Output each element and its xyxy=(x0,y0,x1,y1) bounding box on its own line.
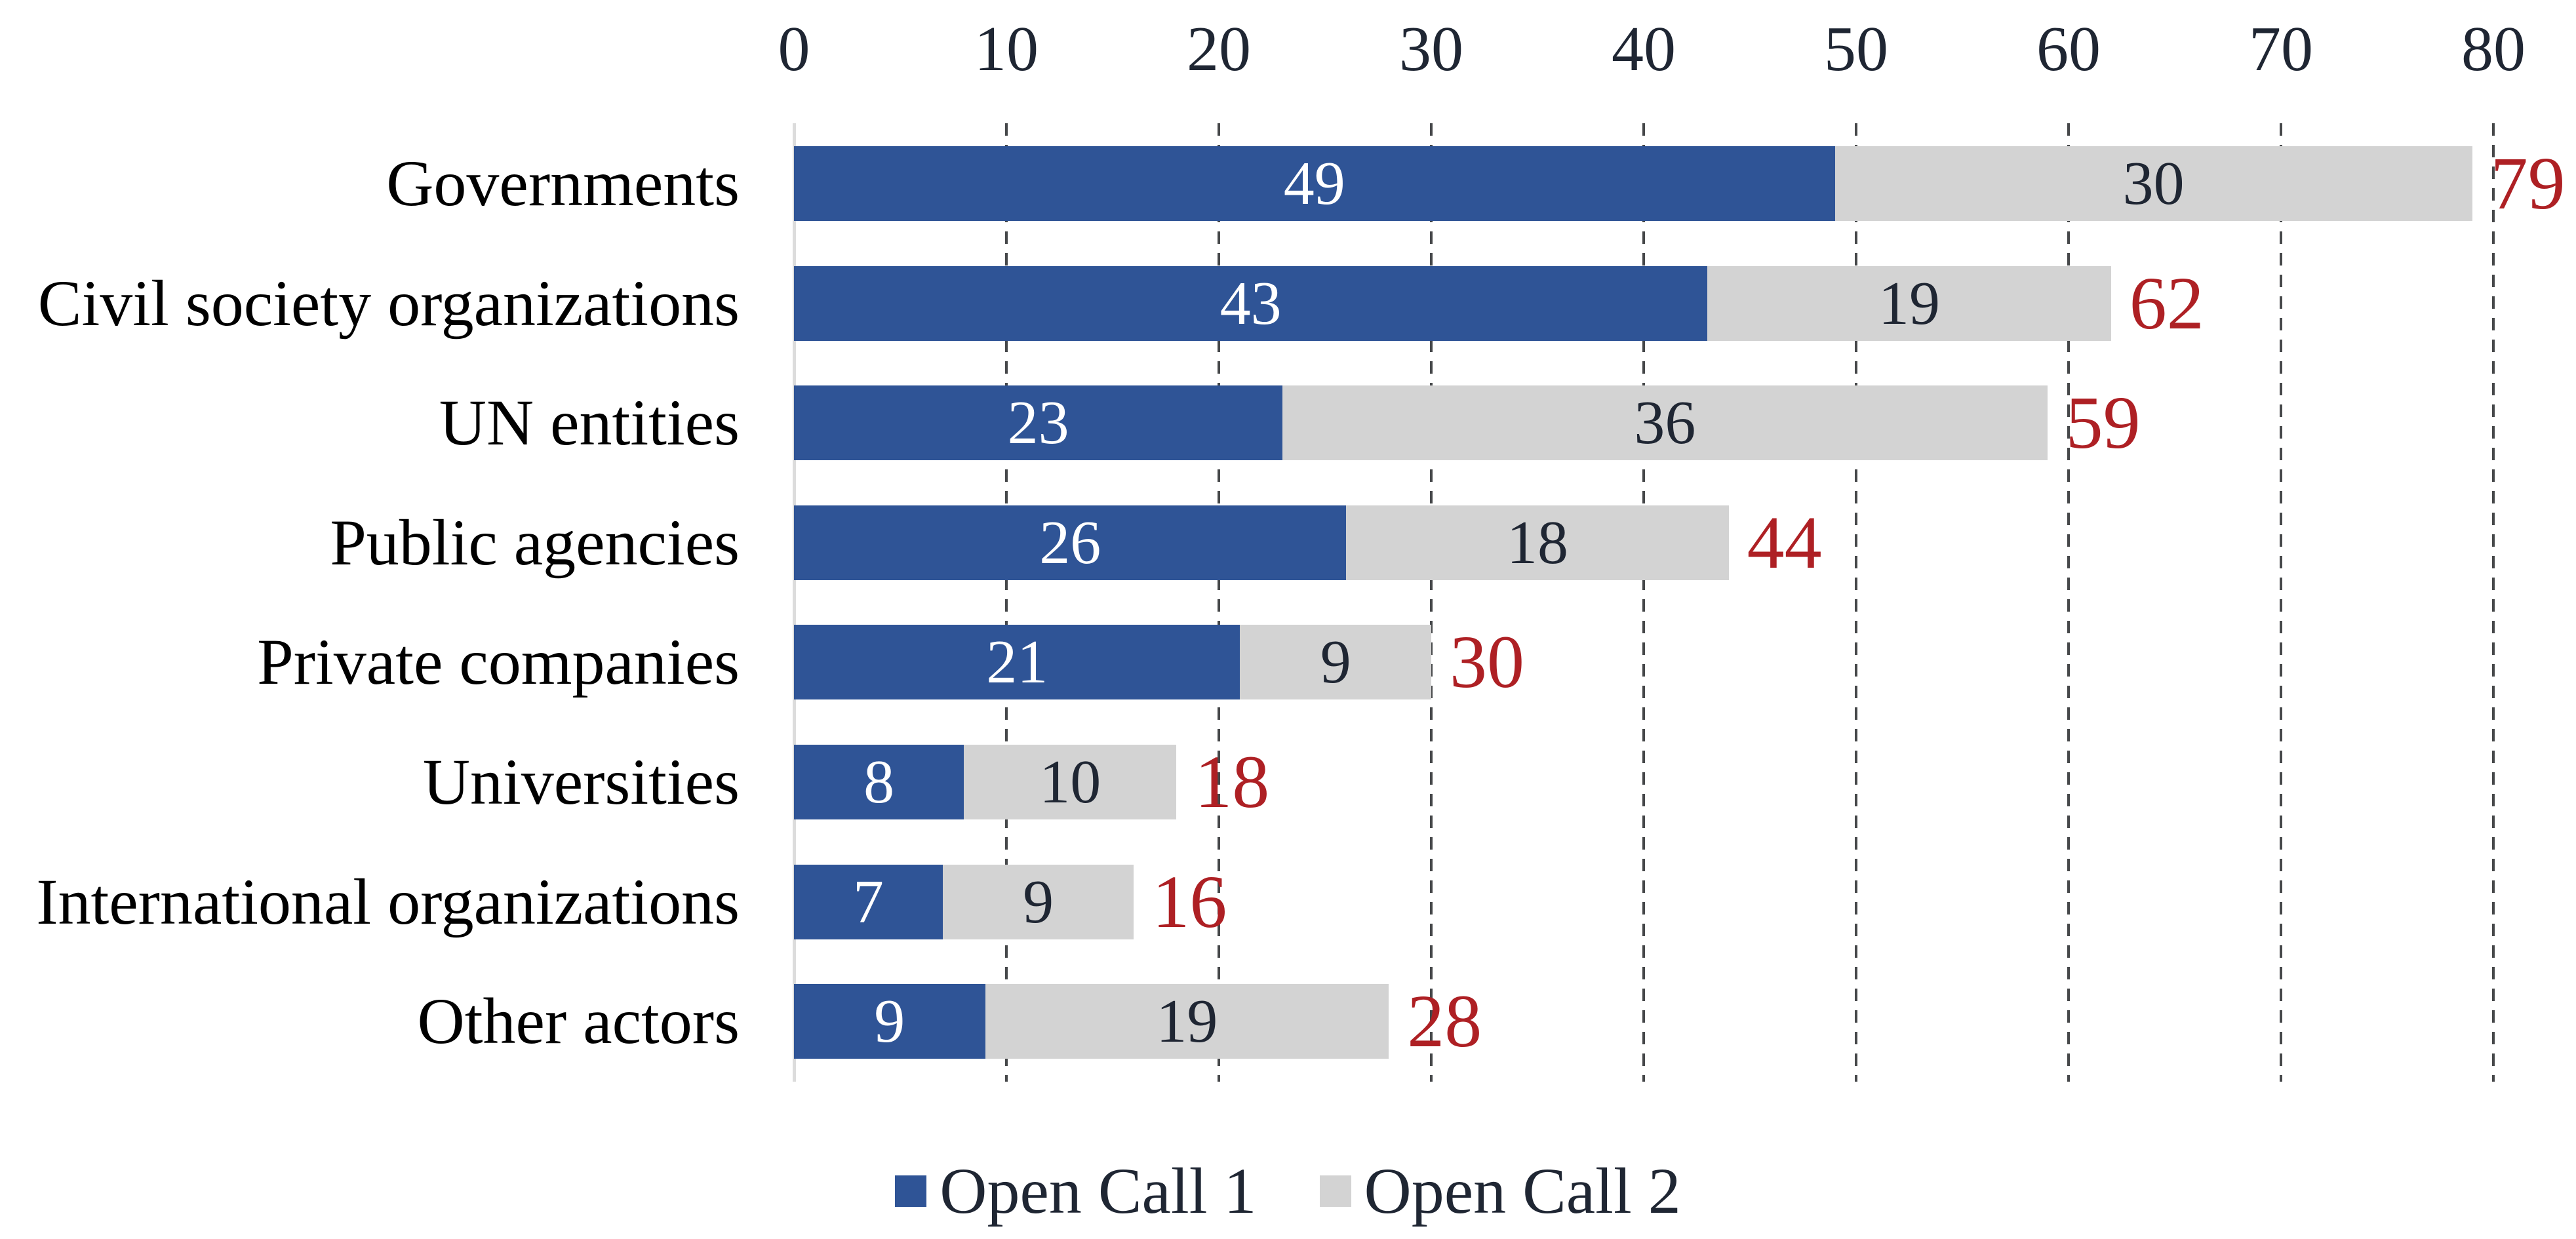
bar-segment-open-call-1: 23 xyxy=(794,385,1283,460)
bar-value-label: 18 xyxy=(1506,509,1568,577)
category-label: Private companies xyxy=(257,625,740,698)
x-axis-tick-label: 60 xyxy=(2036,14,2101,85)
category-label: UN entities xyxy=(439,386,740,459)
bar-segment-open-call-2: 10 xyxy=(964,745,1177,819)
category-label: Public agencies xyxy=(330,506,740,579)
gridline xyxy=(1218,123,1220,1082)
x-axis-tick-label: 0 xyxy=(778,14,810,85)
bar-value-label: 10 xyxy=(1039,748,1101,816)
total-label: 59 xyxy=(2065,381,2141,464)
legend-swatch-icon xyxy=(895,1175,927,1207)
bar-segment-open-call-2: 19 xyxy=(985,984,1389,1059)
total-label: 79 xyxy=(2490,142,2566,225)
total-label: 44 xyxy=(1747,501,1822,584)
bar-value-label: 19 xyxy=(1156,987,1218,1055)
bar-value-label: 8 xyxy=(863,748,895,816)
total-label: 18 xyxy=(1195,740,1270,823)
bar-segment-open-call-1: 7 xyxy=(794,865,943,939)
x-axis-tick-label: 50 xyxy=(1824,14,1888,85)
bar-segment-open-call-1: 49 xyxy=(794,146,1835,221)
bar-value-label: 30 xyxy=(2122,149,2185,218)
y-axis-line xyxy=(793,123,796,1082)
bar-value-label: 9 xyxy=(1023,868,1054,936)
bar-value-label: 49 xyxy=(1283,149,1345,218)
x-axis-tick-label: 10 xyxy=(974,14,1039,85)
bar-segment-open-call-1: 43 xyxy=(794,266,1708,341)
total-label: 30 xyxy=(1450,620,1524,703)
gridline xyxy=(2492,123,2495,1082)
bar-value-label: 9 xyxy=(874,987,905,1055)
category-label: Universities xyxy=(422,745,740,818)
bar-segment-open-call-1: 26 xyxy=(794,505,1347,580)
legend: Open Call 1 Open Call 2 xyxy=(0,1155,2576,1227)
x-axis-tick-label: 80 xyxy=(2461,14,2526,85)
total-label: 16 xyxy=(1152,860,1227,943)
category-label: Civil society organizations xyxy=(37,267,740,340)
bar-segment-open-call-2: 9 xyxy=(1240,625,1431,699)
gridline xyxy=(2067,123,2070,1082)
bar-segment-open-call-2: 36 xyxy=(1282,385,2048,460)
bar-value-label: 36 xyxy=(1634,389,1696,457)
bar-segment-open-call-2: 30 xyxy=(1834,146,2472,221)
bar-segment-open-call-1: 9 xyxy=(794,984,985,1059)
gridline xyxy=(1430,123,1433,1082)
bar-segment-open-call-2: 19 xyxy=(1707,266,2111,341)
legend-swatch-icon xyxy=(1319,1175,1351,1207)
x-axis-tick-label: 30 xyxy=(1399,14,1463,85)
bar-value-label: 26 xyxy=(1039,509,1101,577)
category-label: Other actors xyxy=(417,985,740,1057)
bar-value-label: 9 xyxy=(1320,628,1351,696)
x-axis-tick-label: 20 xyxy=(1187,14,1251,85)
bar-value-label: 21 xyxy=(986,628,1048,696)
bar-value-label: 23 xyxy=(1007,389,1069,457)
bar-value-label: 43 xyxy=(1219,269,1282,338)
gridline xyxy=(1855,123,1857,1082)
bar-value-label: 7 xyxy=(852,868,884,936)
gridline xyxy=(1005,123,1008,1082)
category-label: Governments xyxy=(386,147,740,220)
gridline xyxy=(2280,123,2282,1082)
legend-label: Open Call 2 xyxy=(1364,1154,1681,1227)
total-label: 28 xyxy=(1407,979,1482,1063)
gridline xyxy=(1642,123,1645,1082)
x-axis-tick-label: 70 xyxy=(2249,14,2313,85)
bar-segment-open-call-2: 18 xyxy=(1346,505,1729,580)
bar-segment-open-call-2: 9 xyxy=(942,865,1134,939)
category-label: International organizations xyxy=(36,865,740,938)
bar-segment-open-call-1: 21 xyxy=(794,625,1240,699)
x-axis-tick-label: 40 xyxy=(1612,14,1676,85)
bar-segment-open-call-1: 8 xyxy=(794,745,964,819)
legend-item-open-call-1: Open Call 1 xyxy=(895,1154,1257,1227)
total-label: 62 xyxy=(2129,262,2204,345)
legend-label: Open Call 1 xyxy=(940,1154,1257,1227)
legend-item-open-call-2: Open Call 2 xyxy=(1319,1154,1681,1227)
bar-value-label: 19 xyxy=(1878,269,1940,338)
